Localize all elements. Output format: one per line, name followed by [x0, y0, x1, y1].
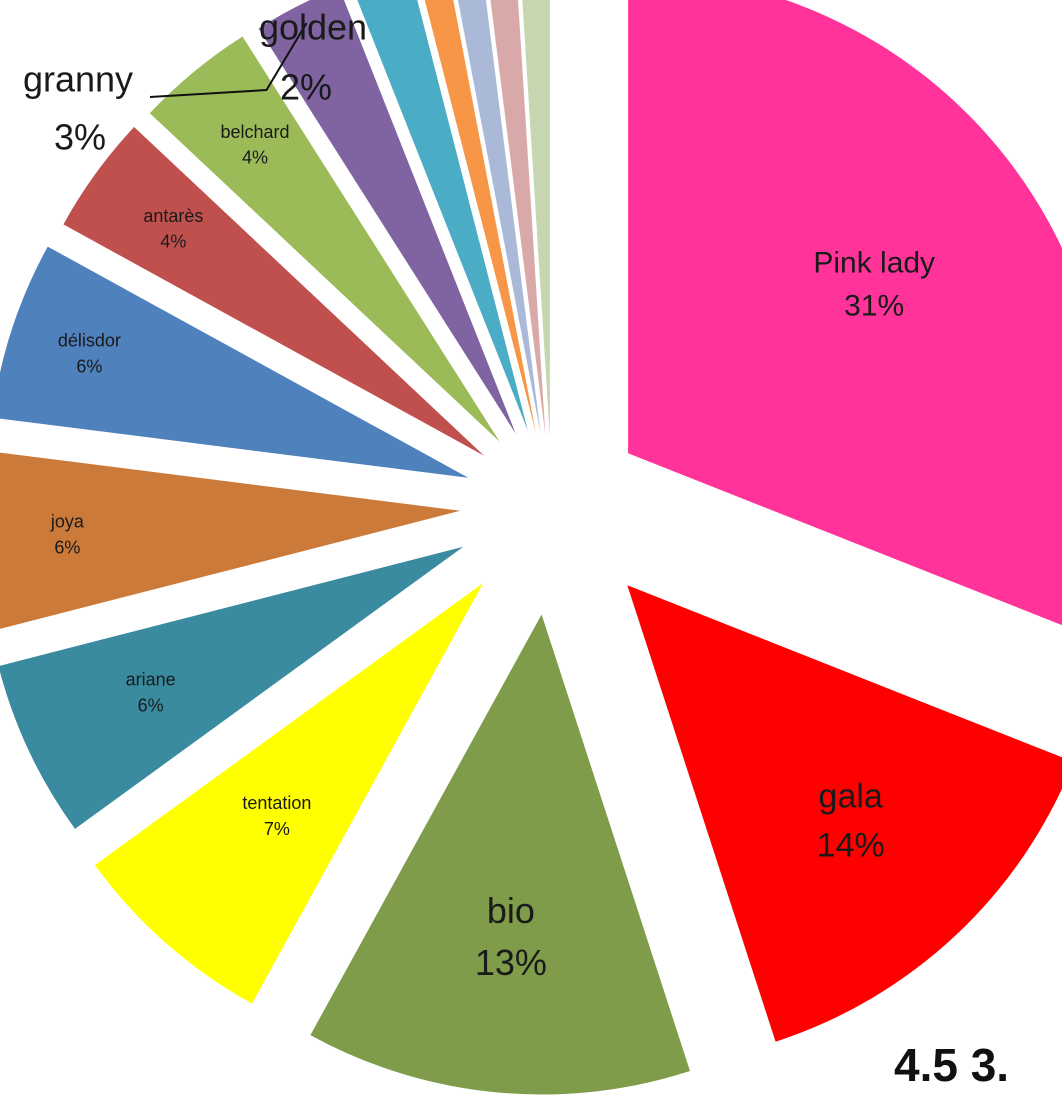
pie-slice-delisdor — [0, 246, 469, 478]
pie-slice-joya — [0, 452, 461, 629]
pie-slice-bio — [310, 614, 690, 1095]
slice-percent-golden: 2% — [280, 67, 332, 108]
slice-label-delisdor: délisdor — [58, 330, 121, 350]
slice-percent-tentation: 7% — [264, 819, 290, 839]
clipped-corner-text: 4.5 3. — [894, 1039, 1010, 1091]
slice-percent-joya: 6% — [54, 537, 80, 557]
slice-label-golden: golden — [259, 7, 367, 48]
slice-percent-delisdor: 6% — [76, 356, 102, 376]
pie-slice-granny — [258, 0, 516, 434]
pie-slice-belchard — [149, 36, 500, 442]
pie-slice-unlabeled-14 — [522, 0, 550, 437]
slice-label-bio: bio — [487, 890, 535, 931]
slice-label-granny: granny — [23, 59, 133, 100]
slice-label-ariane: ariane — [126, 670, 176, 690]
pie-slice-ariane — [0, 546, 464, 829]
pie-slice-unlabeled-12 — [457, 0, 541, 434]
pie-slice-tentation — [94, 583, 484, 1004]
pie-slice-antares — [63, 127, 485, 456]
pie-slice-pink-lady — [628, 0, 1062, 626]
slice-percent-pink-lady: 31% — [844, 290, 904, 323]
pie-labels: Pink lady 31% gala 14% bio 13% tentation 7% aria… — [23, 7, 935, 983]
slice-label-gala: gala — [819, 778, 883, 816]
slice-label-tentation: tentation — [242, 793, 311, 813]
slice-percent-ariane: 6% — [138, 696, 164, 716]
slice-percent-belchard: 4% — [242, 148, 268, 168]
slice-label-joya: joya — [50, 511, 85, 531]
slice-label-pink-lady: Pink lady — [813, 246, 935, 279]
pie-slice-unlabeled-13 — [490, 0, 546, 436]
slice-percent-antares: 4% — [160, 232, 186, 252]
slice-percent-bio: 13% — [475, 942, 547, 983]
slice-label-antares: antarès — [143, 206, 203, 226]
slice-percent-granny: 3% — [54, 117, 106, 158]
slice-percent-gala: 14% — [817, 827, 885, 865]
pie-slice-gala — [627, 585, 1062, 1042]
leader-line-granny — [149, 22, 308, 98]
slice-label-belchard: belchard — [220, 122, 289, 142]
pie-slice-golden — [357, 0, 528, 431]
